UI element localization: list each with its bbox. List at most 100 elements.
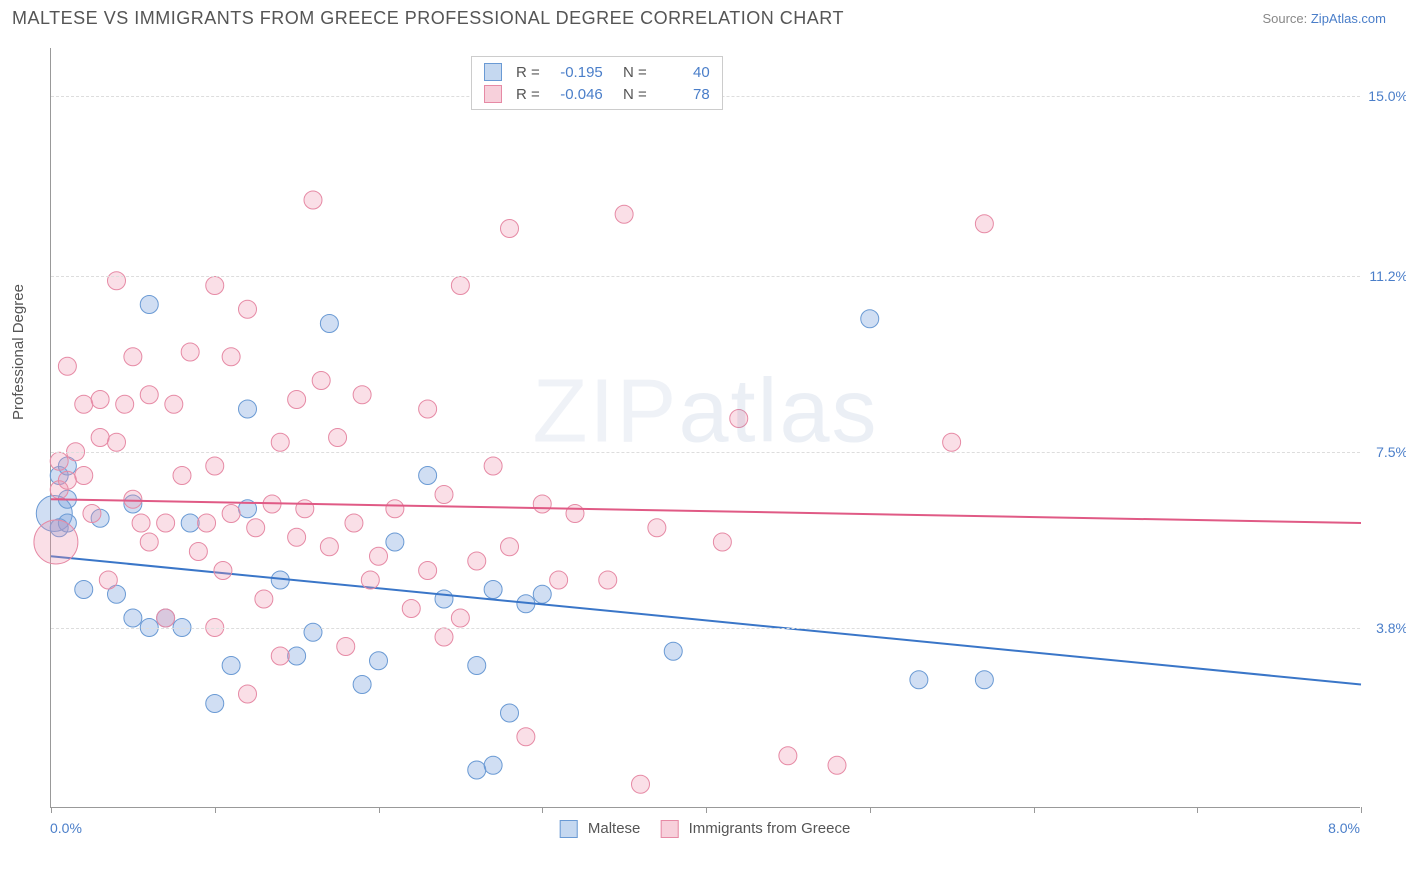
data-point — [975, 671, 993, 689]
data-point — [181, 343, 199, 361]
data-point — [214, 562, 232, 580]
data-point — [861, 310, 879, 328]
data-point — [140, 533, 158, 551]
data-point — [304, 623, 322, 641]
data-point — [370, 652, 388, 670]
data-point — [288, 528, 306, 546]
data-point — [206, 695, 224, 713]
data-point — [99, 571, 117, 589]
data-point — [288, 391, 306, 409]
x-tick — [706, 807, 707, 813]
data-point — [206, 457, 224, 475]
data-point — [271, 647, 289, 665]
data-point — [370, 547, 388, 565]
y-tick-label: 7.5% — [1376, 444, 1406, 460]
data-point — [484, 457, 502, 475]
source-link[interactable]: ZipAtlas.com — [1311, 11, 1386, 26]
source-label: Source: ZipAtlas.com — [1262, 11, 1386, 26]
legend-maltese: Maltese — [560, 820, 641, 838]
x-tick — [870, 807, 871, 813]
y-tick-label: 11.2% — [1369, 268, 1406, 284]
data-point — [239, 300, 257, 318]
data-point — [58, 471, 76, 489]
data-point — [75, 395, 93, 413]
chart-plot-area: ZIPatlas R = -0.195 N = 40 R = -0.046 N … — [50, 48, 1360, 808]
trend-line — [51, 556, 1361, 684]
data-point — [34, 520, 78, 564]
data-point — [779, 747, 797, 765]
data-point — [599, 571, 617, 589]
data-point — [50, 452, 68, 470]
x-tick — [215, 807, 216, 813]
stats-legend: R = -0.195 N = 40 R = -0.046 N = 78 — [471, 56, 723, 110]
x-max-label: 8.0% — [1328, 820, 1360, 836]
data-point — [320, 538, 338, 556]
data-point — [58, 357, 76, 375]
data-point — [468, 552, 486, 570]
x-tick — [379, 807, 380, 813]
swatch-maltese — [484, 63, 502, 81]
data-point — [345, 514, 363, 532]
data-point — [828, 756, 846, 774]
data-point — [451, 609, 469, 627]
data-point — [713, 533, 731, 551]
swatch-maltese-bottom — [560, 820, 578, 838]
x-tick — [51, 807, 52, 813]
data-point — [157, 514, 175, 532]
stats-row-greece: R = -0.046 N = 78 — [484, 83, 710, 105]
data-point — [222, 348, 240, 366]
data-point — [255, 590, 273, 608]
data-point — [484, 756, 502, 774]
data-point — [361, 571, 379, 589]
data-point — [140, 296, 158, 314]
data-point — [435, 628, 453, 646]
data-point — [648, 519, 666, 537]
data-point — [198, 514, 216, 532]
data-point — [943, 433, 961, 451]
x-min-label: 0.0% — [50, 820, 82, 836]
data-point — [222, 505, 240, 523]
data-point — [533, 495, 551, 513]
data-point — [353, 676, 371, 694]
data-point — [501, 538, 519, 556]
data-point — [501, 704, 519, 722]
data-point — [189, 543, 207, 561]
data-point — [550, 571, 568, 589]
data-point — [124, 490, 142, 508]
data-point — [75, 467, 93, 485]
data-point — [206, 277, 224, 295]
data-point — [108, 433, 126, 451]
data-point — [124, 348, 142, 366]
data-point — [165, 395, 183, 413]
x-tick — [542, 807, 543, 813]
data-point — [108, 272, 126, 290]
data-point — [533, 585, 551, 603]
swatch-greece-bottom — [660, 820, 678, 838]
data-point — [337, 638, 355, 656]
x-tick — [1034, 807, 1035, 813]
data-point — [132, 514, 150, 532]
data-point — [402, 600, 420, 618]
data-point — [91, 429, 109, 447]
data-point — [730, 410, 748, 428]
data-point — [419, 562, 437, 580]
data-point — [181, 514, 199, 532]
data-point — [222, 657, 240, 675]
data-point — [419, 400, 437, 418]
swatch-greece — [484, 85, 502, 103]
gridline — [51, 452, 1360, 453]
data-point — [239, 400, 257, 418]
data-point — [83, 505, 101, 523]
y-tick-label: 3.8% — [1376, 620, 1406, 636]
data-point — [451, 277, 469, 295]
data-point — [419, 467, 437, 485]
data-point — [517, 728, 535, 746]
data-point — [157, 609, 175, 627]
data-point — [239, 685, 257, 703]
gridline — [51, 628, 1360, 629]
y-tick-label: 15.0% — [1368, 88, 1406, 104]
data-point — [435, 486, 453, 504]
data-point — [386, 533, 404, 551]
data-point — [975, 215, 993, 233]
x-tick — [1361, 807, 1362, 813]
